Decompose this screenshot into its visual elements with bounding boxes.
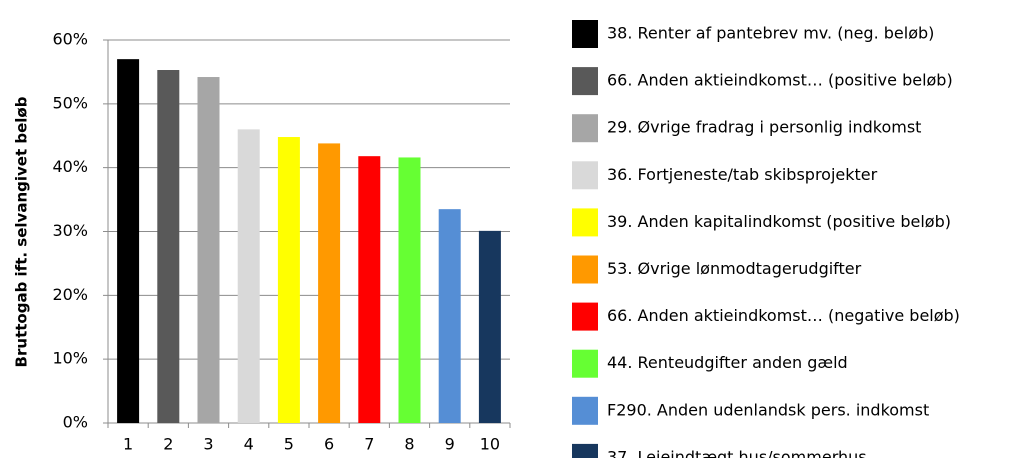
y-tick-label: 60% xyxy=(52,30,88,49)
legend-swatch xyxy=(572,443,598,462)
legend-label: 66. Anden aktieindkomst… (positive beløb… xyxy=(607,71,953,90)
y-tick-label: 0% xyxy=(63,413,88,432)
bar xyxy=(277,137,300,423)
legend-swatch xyxy=(572,349,598,378)
bar xyxy=(197,77,220,424)
bar xyxy=(478,230,501,423)
x-tick-label: 9 xyxy=(445,435,455,454)
bar xyxy=(157,70,180,424)
y-tick-label: 40% xyxy=(52,157,88,176)
y-tick-label: 50% xyxy=(52,93,88,112)
bar xyxy=(117,59,140,424)
legend-label: 66. Anden aktieindkomst… (negative beløb… xyxy=(607,306,960,325)
legend-swatch xyxy=(572,302,598,331)
y-tick-label: 10% xyxy=(52,349,88,368)
x-tick-label: 8 xyxy=(404,435,414,454)
legend-swatch xyxy=(572,161,598,190)
legend-label: 37. Lejeindtægt hus/sommerhus xyxy=(607,447,867,458)
bar xyxy=(318,143,341,423)
bar xyxy=(398,157,421,423)
legend-label: 29. Øvrige fradrag i personlig indkomst xyxy=(607,118,921,137)
legend-label: 53. Øvrige lønmodtagerudgifter xyxy=(607,259,862,278)
legend-label: 44. Renteudgifter anden gæld xyxy=(607,353,848,372)
bar xyxy=(237,129,260,423)
legend-label: 38. Renter af pantebrev mv. (neg. beløb) xyxy=(607,24,934,43)
x-tick-label: 6 xyxy=(324,435,334,454)
legend-label: F290. Anden udenlandsk pers. indkomst xyxy=(607,400,929,419)
legend-swatch xyxy=(572,20,598,48)
x-tick-label: 2 xyxy=(163,435,173,454)
legend-swatch xyxy=(572,208,598,237)
legend-swatch xyxy=(572,114,598,143)
legend-swatch xyxy=(572,396,598,425)
x-tick-label: 3 xyxy=(203,435,213,454)
y-tick-label: 30% xyxy=(52,221,88,240)
legend-swatch xyxy=(572,67,598,96)
x-tick-label: 10 xyxy=(480,435,500,454)
bar xyxy=(438,209,461,423)
x-tick-label: 1 xyxy=(123,435,133,454)
x-tick-label: 4 xyxy=(244,435,254,454)
legend-label: 36. Fortjeneste/tab skibsprojekter xyxy=(607,165,878,184)
y-axis-title: Bruttogab ift. selvangivet beløb xyxy=(13,96,31,367)
bar xyxy=(358,156,381,423)
x-tick-label: 7 xyxy=(364,435,374,454)
y-tick-label: 20% xyxy=(52,285,88,304)
legend-swatch xyxy=(572,255,598,284)
x-tick-label: 5 xyxy=(284,435,294,454)
legend-label: 39. Anden kapitalindkomst (positive belø… xyxy=(607,212,951,231)
